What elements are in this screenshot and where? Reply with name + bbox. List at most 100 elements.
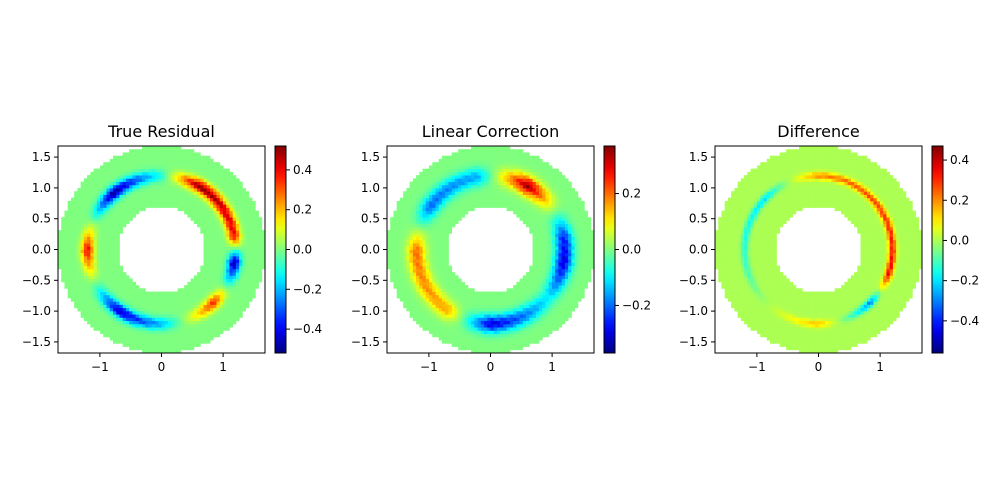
heatmap-cell bbox=[425, 281, 430, 286]
heatmap-cell bbox=[493, 168, 498, 173]
heatmap-cell bbox=[106, 294, 111, 299]
heatmap-cell bbox=[87, 301, 91, 305]
heatmap-cell bbox=[167, 314, 172, 318]
heatmap-cell bbox=[441, 178, 446, 182]
heatmap-cell bbox=[239, 239, 243, 244]
heatmap-cell bbox=[448, 336, 453, 341]
heatmap-cell bbox=[145, 146, 149, 150]
heatmap-cell bbox=[252, 233, 256, 237]
heatmap-cell bbox=[116, 301, 120, 305]
heatmap-cell bbox=[103, 268, 107, 273]
heatmap-cell bbox=[425, 249, 430, 254]
heatmap-cell bbox=[138, 178, 143, 182]
heatmap-cell bbox=[545, 243, 550, 247]
heatmap-cell bbox=[132, 320, 137, 325]
heatmap-cell bbox=[451, 152, 456, 157]
heatmap-cell bbox=[471, 320, 475, 325]
heatmap-cell bbox=[503, 330, 508, 334]
heatmap-cell bbox=[216, 246, 221, 250]
heatmap-cell bbox=[416, 230, 420, 234]
heatmap-cell bbox=[542, 175, 546, 179]
heatmap-cell bbox=[135, 343, 140, 347]
heatmap-cell bbox=[119, 165, 124, 170]
heatmap-cell bbox=[539, 252, 543, 257]
heatmap-cell bbox=[252, 281, 256, 286]
heatmap-cell bbox=[235, 268, 240, 273]
heatmap-cell bbox=[422, 210, 427, 215]
heatmap-cell bbox=[454, 323, 459, 328]
heatmap-cell bbox=[493, 200, 498, 205]
heatmap-cell bbox=[406, 210, 411, 215]
heatmap-cell bbox=[93, 188, 98, 192]
heatmap-cell bbox=[190, 149, 195, 153]
heatmap-cell bbox=[184, 346, 188, 351]
heatmap-cell bbox=[132, 210, 137, 215]
heatmap-cell bbox=[416, 304, 420, 309]
heatmap-cell bbox=[177, 323, 182, 328]
heatmap-cell bbox=[535, 178, 540, 182]
heatmap-cell bbox=[235, 291, 240, 296]
heatmap-cell bbox=[93, 314, 98, 318]
heatmap-cell bbox=[258, 249, 263, 254]
heatmap-cell bbox=[422, 272, 427, 276]
heatmap-cell bbox=[551, 200, 556, 205]
heatmap-cell bbox=[119, 327, 124, 331]
heatmap-cell bbox=[245, 278, 250, 283]
heatmap-cell bbox=[148, 188, 153, 192]
heatmap-cell bbox=[425, 184, 430, 189]
heatmap-cell bbox=[445, 184, 449, 189]
heatmap-cell bbox=[64, 230, 69, 234]
heatmap-cell bbox=[206, 336, 211, 341]
heatmap-cell bbox=[190, 171, 195, 176]
heatmap-cell bbox=[548, 236, 553, 241]
heatmap-cell bbox=[419, 171, 423, 176]
heatmap-cell bbox=[555, 236, 559, 241]
heatmap-cell bbox=[406, 288, 411, 292]
heatmap-cell bbox=[190, 310, 195, 315]
heatmap-cell bbox=[464, 317, 469, 322]
colorbar-tick-label: −0.4 bbox=[293, 322, 322, 336]
heatmap-cell bbox=[548, 246, 553, 250]
heatmap-cell bbox=[519, 152, 524, 157]
heatmap-cell bbox=[158, 204, 162, 208]
heatmap-cell bbox=[522, 310, 527, 315]
heatmap-cell bbox=[532, 191, 537, 195]
heatmap-cell bbox=[393, 236, 398, 241]
heatmap-cell bbox=[416, 188, 420, 192]
heatmap-cell bbox=[122, 162, 127, 166]
heatmap-cell bbox=[454, 217, 459, 221]
heatmap-cell bbox=[503, 327, 508, 331]
heatmap-cell bbox=[112, 236, 117, 241]
heatmap-cell bbox=[87, 233, 91, 237]
heatmap-cell bbox=[116, 233, 120, 237]
heatmap-cell bbox=[532, 320, 537, 325]
heatmap-cell bbox=[122, 223, 127, 228]
heatmap-cell bbox=[445, 158, 449, 163]
heatmap-cell bbox=[412, 207, 417, 212]
heatmap-cell bbox=[248, 275, 253, 280]
heatmap-cell bbox=[516, 197, 521, 202]
heatmap-cell bbox=[187, 304, 192, 309]
heatmap-cell bbox=[548, 165, 553, 170]
heatmap-cell bbox=[109, 291, 114, 296]
heatmap-cell bbox=[125, 204, 130, 208]
heatmap-cell bbox=[464, 188, 469, 192]
heatmap-cell bbox=[112, 272, 117, 276]
heatmap-cell bbox=[177, 317, 182, 322]
heatmap-cell bbox=[451, 314, 456, 318]
heatmap-cell bbox=[158, 158, 162, 163]
heatmap-cell bbox=[409, 204, 414, 208]
heatmap-cell bbox=[535, 272, 540, 276]
heatmap-cell bbox=[464, 310, 469, 315]
heatmap-cell bbox=[125, 336, 130, 341]
heatmap-cell bbox=[103, 188, 107, 192]
heatmap-cell bbox=[242, 262, 246, 267]
heatmap-cell bbox=[239, 223, 243, 228]
heatmap-cell bbox=[219, 178, 224, 182]
heatmap-cell bbox=[248, 249, 253, 254]
heatmap-cell bbox=[213, 320, 217, 325]
heatmap-cell bbox=[148, 307, 153, 312]
heatmap-cell bbox=[496, 188, 501, 192]
heatmap-cell bbox=[519, 330, 524, 334]
heatmap-cell bbox=[464, 314, 469, 318]
